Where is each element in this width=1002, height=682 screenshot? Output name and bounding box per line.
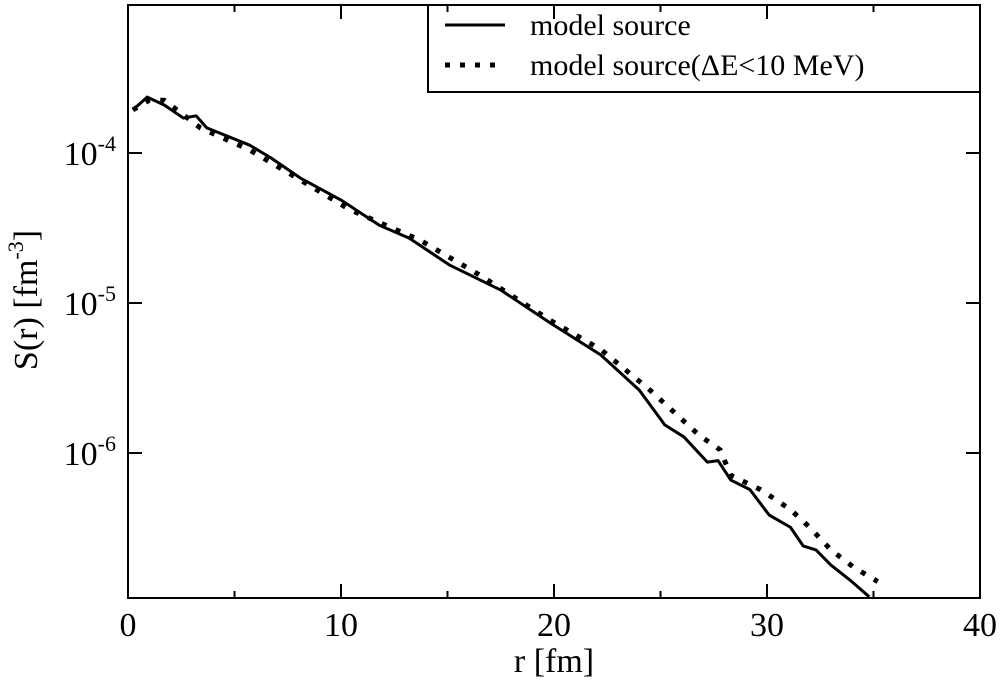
legend-label: model source: [530, 9, 691, 42]
y-axis-label-tail: ]: [8, 230, 45, 241]
y-tick-label: 10-6: [64, 431, 116, 473]
x-tick-label: 20: [537, 607, 571, 644]
x-tick-label: 0: [120, 607, 137, 644]
y-axis-label-sup: -3: [3, 241, 28, 259]
legend-label: model source(ΔE<10 MeV): [530, 49, 864, 82]
legend: [427, 4, 981, 93]
y-tick-label: 10-4: [64, 131, 116, 173]
y-axis-label-text: S(r) [fm: [8, 260, 45, 370]
x-axis-label: r [fm]: [514, 643, 594, 680]
x-tick-label: 10: [324, 607, 358, 644]
series-line: [131, 95, 871, 598]
y-tick-label: 10-5: [64, 281, 116, 323]
x-tick-label: 40: [963, 607, 997, 644]
y-axis-label: S(r) [fm-3]: [3, 230, 45, 370]
x-tick-label: 30: [750, 607, 784, 644]
plot-frame: [127, 4, 981, 599]
